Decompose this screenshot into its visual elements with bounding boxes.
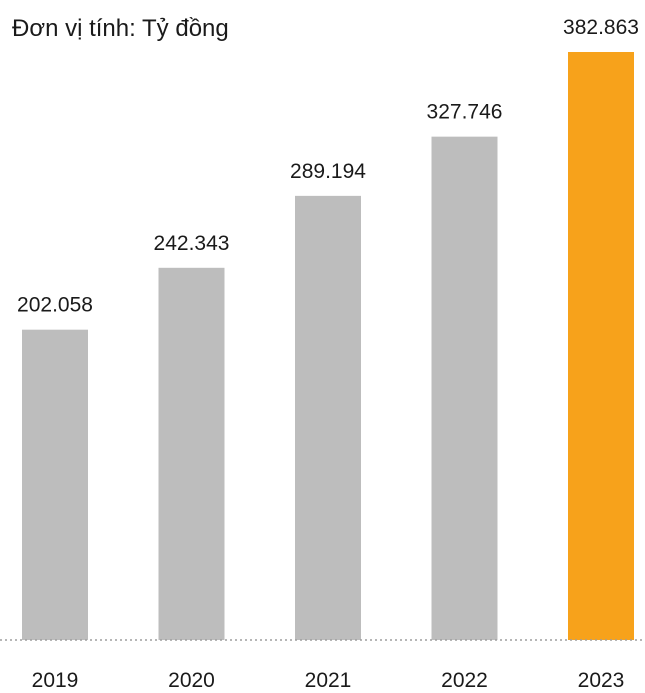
value-label-2022: 327.746 [427, 101, 503, 124]
value-labels-group: 202.058 242.343 289.194 327.746 382.863 [17, 16, 639, 317]
value-label-2020: 242.343 [154, 232, 230, 255]
x-tick-label-2021: 2021 [305, 669, 352, 692]
x-tick-labels-group: 2019 2020 2021 2022 2023 [32, 669, 625, 692]
x-tick-label-2020: 2020 [168, 669, 215, 692]
bar-2020 [158, 267, 225, 640]
bar-2021 [295, 195, 361, 640]
bar-2019 [22, 329, 88, 640]
x-tick-label-2019: 2019 [32, 669, 79, 692]
bar-2023 [568, 52, 634, 640]
bar-2022 [431, 136, 498, 640]
x-tick-label-2022: 2022 [441, 669, 488, 692]
value-label-2019: 202.058 [17, 294, 93, 317]
bars-group [22, 52, 634, 640]
value-label-2021: 289.194 [290, 160, 366, 183]
x-tick-label-2023: 2023 [578, 669, 625, 692]
unit-label: Đơn vị tính: Tỷ đồng [12, 15, 229, 42]
value-label-2023: 382.863 [563, 16, 639, 39]
